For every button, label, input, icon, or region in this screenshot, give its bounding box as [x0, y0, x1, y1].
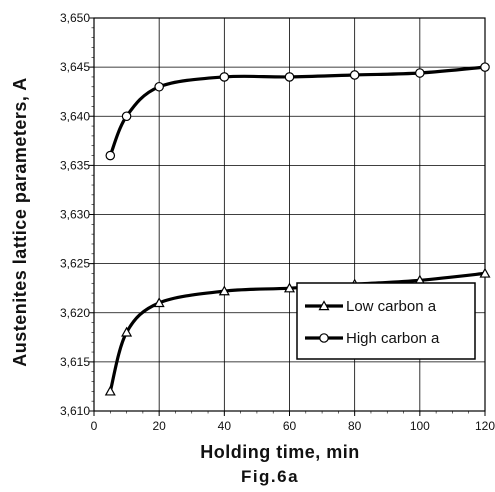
x-tick-label: 100 — [410, 419, 430, 433]
data-point-circle — [154, 81, 164, 92]
data-point-triangle — [479, 267, 491, 278]
series-high-carbon — [105, 62, 490, 161]
series-layer — [104, 62, 491, 396]
x-tick-label: 80 — [348, 419, 362, 433]
data-point-circle — [349, 70, 360, 80]
x-tick-label: 120 — [475, 419, 495, 433]
data-point-triangle — [104, 385, 116, 396]
grid-lines — [94, 18, 485, 411]
x-tick-label: 20 — [152, 419, 166, 433]
data-point-circle — [105, 150, 116, 161]
circle-marker-icon — [319, 333, 329, 343]
figure-caption: Fig.6a — [241, 467, 299, 486]
y-tick-label: 3,630 — [60, 208, 90, 222]
legend-label: High carbon a — [346, 330, 440, 347]
legend-box — [296, 282, 476, 360]
triangle-marker-icon — [318, 300, 330, 311]
data-point-circle — [284, 72, 295, 82]
y-tick-label: 3,620 — [60, 306, 90, 320]
y-tick-label: 3,625 — [60, 257, 90, 271]
data-point-circle — [121, 111, 132, 122]
legend-label: Low carbon a — [346, 298, 437, 315]
x-tick-label: 40 — [218, 419, 232, 433]
y-tick-label: 3,645 — [60, 60, 90, 74]
legend-item: Low carbon a — [305, 298, 437, 315]
y-tick-label: 3,640 — [60, 109, 90, 123]
y-tick-label: 3,615 — [60, 355, 90, 369]
data-point-triangle — [283, 282, 296, 293]
y-tick-label: 3,635 — [60, 158, 90, 172]
data-point-circle — [415, 68, 425, 78]
plot-area: 3,610 3,615 3,620 3,625 3,630 3,635 3,640 3,645… — [60, 11, 495, 433]
data-point-triangle — [153, 297, 165, 308]
data-point-triangle — [218, 285, 230, 296]
axes: 3,610 3,615 3,620 3,625 3,630 3,635 3,640 3,645… — [60, 11, 495, 433]
series-line — [108, 271, 487, 393]
x-tick-label: 60 — [283, 419, 297, 433]
legend-item: High carbon a — [305, 330, 440, 347]
y-axis-title: Austenites lattice parameters, A — [10, 77, 30, 366]
data-point-circle — [480, 62, 490, 72]
data-point-circle — [219, 72, 230, 82]
y-tick-label: 3,610 — [60, 404, 90, 418]
y-tick-label: 3,650 — [60, 11, 90, 25]
series-low-carbon — [104, 267, 491, 396]
x-axis-title: Holding time, min — [200, 442, 360, 462]
x-tick-label: 0 — [91, 419, 98, 433]
data-point-triangle — [121, 326, 133, 337]
legend: Low carbon a High carbon a — [296, 282, 476, 360]
